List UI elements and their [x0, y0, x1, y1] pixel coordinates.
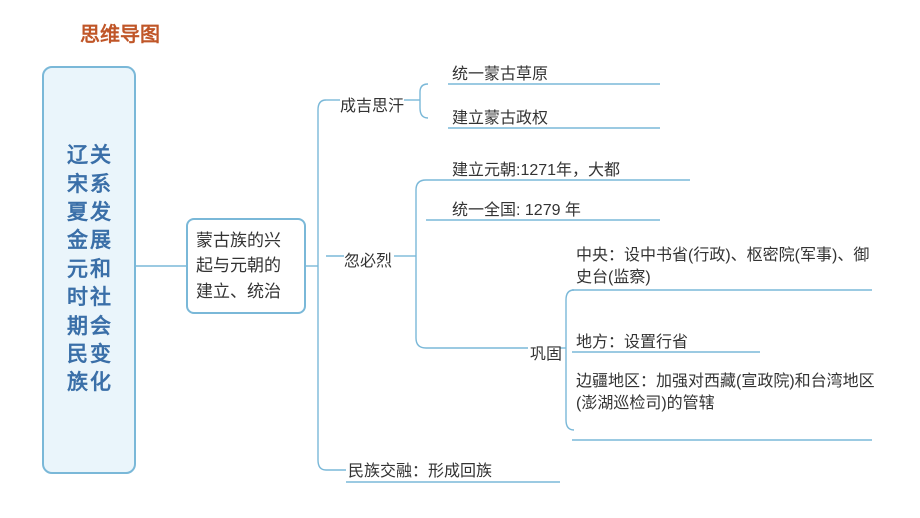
- mindmap-root: 辽宋夏金元时期 民族 关系发展和社会变化: [42, 66, 136, 474]
- root-col-left: 辽宋夏金元时期 民族: [67, 142, 88, 397]
- page-title: 思维导图: [80, 18, 160, 47]
- leaf-local-province: 地方：设置行省: [576, 332, 776, 354]
- leaf-establish-mongol: 建立蒙古政权: [452, 108, 652, 130]
- leaf-frontier: 边疆地区：加强对西藏(宣政院)和台湾地区(澎湖巡检司)的管辖: [576, 371, 876, 414]
- branch-label-chengji: 成吉思汗: [340, 92, 404, 116]
- branch-label-gonggu: 巩固: [530, 340, 562, 364]
- root-col-right: 关系发展和社会变化: [90, 142, 111, 397]
- level1-node: 蒙古族的兴起与元朝的建立、统治: [186, 218, 306, 314]
- leaf-ethnic-fusion: 民族交融：形成回族: [348, 461, 588, 483]
- leaf-unify-1279: 统一全国: 1279 年: [452, 200, 672, 222]
- leaf-central-gov: 中央：设中书省(行政)、枢密院(军事)、御史台(监察): [576, 245, 876, 288]
- leaf-yuan-1271: 建立元朝:1271年，大都: [452, 160, 692, 182]
- leaf-unify-mongolia: 统一蒙古草原: [452, 64, 652, 86]
- branch-label-hubilie: 忽必烈: [344, 247, 392, 271]
